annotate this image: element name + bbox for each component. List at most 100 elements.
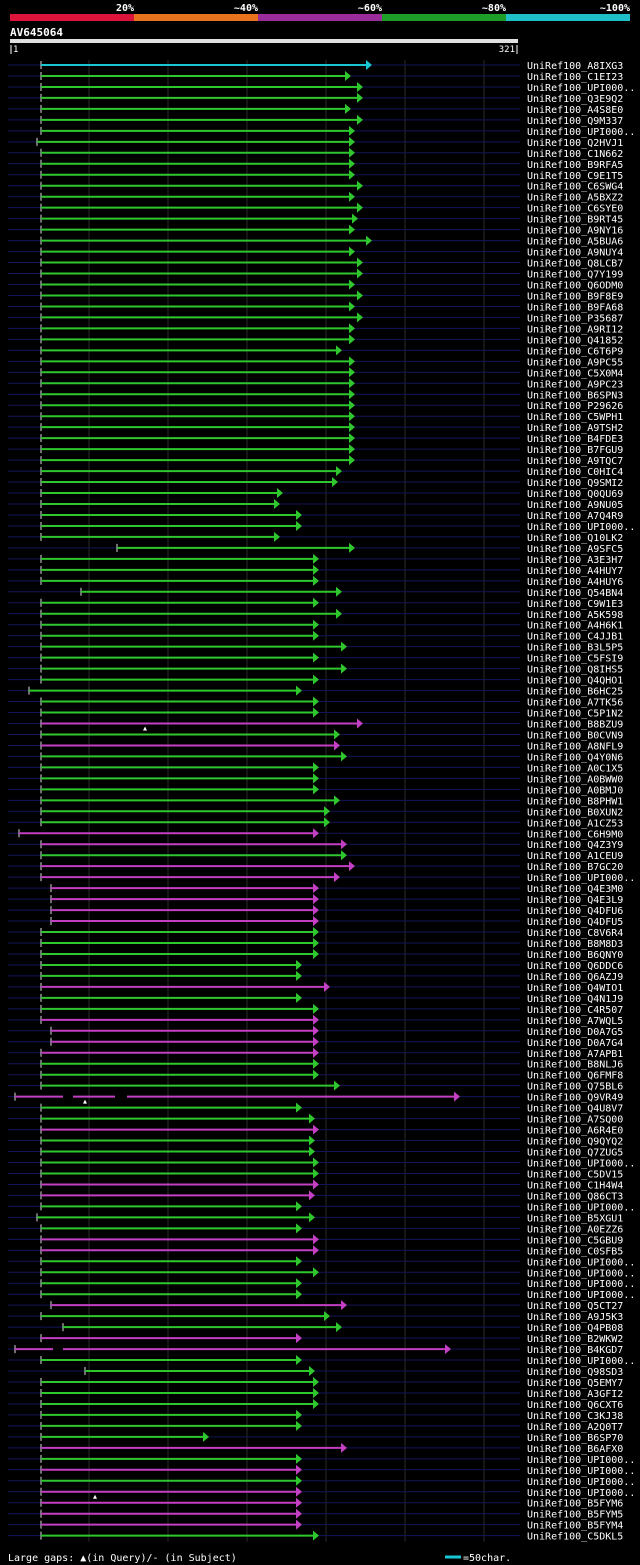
hit-label[interactable]: UniRef100_C0SFB5 bbox=[527, 1246, 623, 1257]
hit-label[interactable]: UniRef100_A4S8E0 bbox=[527, 105, 623, 116]
hit-row[interactable]: UniRef100_Q8IHS5 bbox=[8, 663, 623, 676]
hit-row[interactable]: UniRef100_B9RT45 bbox=[8, 213, 623, 226]
hit-row[interactable]: UniRef100_C1EI23 bbox=[8, 70, 623, 83]
hit-label[interactable]: UniRef100_Q2HVJ1 bbox=[527, 138, 623, 149]
hit-label[interactable]: UniRef100_UPI000.. bbox=[527, 1279, 635, 1290]
hit-row[interactable]: UniRef100_C4JJB1 bbox=[8, 630, 623, 643]
hit-label[interactable]: UniRef100_A0C1X5 bbox=[527, 763, 623, 774]
hit-label[interactable]: UniRef100_B6HC25 bbox=[527, 687, 623, 698]
hit-row[interactable]: UniRef100_C4R507 bbox=[8, 1003, 623, 1016]
hit-label[interactable]: UniRef100_A5BXZ2 bbox=[527, 193, 623, 204]
hit-label[interactable]: UniRef100_B0CVN9 bbox=[527, 730, 623, 741]
hit-label[interactable]: UniRef100_A9TQC7 bbox=[527, 456, 623, 467]
hit-row[interactable]: UniRef100_Q41852 bbox=[8, 334, 623, 346]
hit-row[interactable]: UniRef100_P35687 bbox=[8, 312, 623, 324]
hit-label[interactable]: UniRef100_B6AFX0 bbox=[527, 1444, 623, 1455]
hit-label[interactable]: UniRef100_UPI000.. bbox=[527, 1488, 635, 1499]
hit-label[interactable]: UniRef100_C3KJ38 bbox=[527, 1411, 623, 1422]
hit-row[interactable]: UniRef100_Q4Y0N6 bbox=[8, 751, 623, 763]
hit-label[interactable]: UniRef100_C9E1T5 bbox=[527, 171, 623, 182]
hit-row[interactable]: UniRef100_B9FA68 bbox=[8, 301, 623, 313]
hit-label[interactable]: UniRef100_Q9SMI2 bbox=[527, 478, 623, 489]
hit-label[interactable]: UniRef100_B8BZU9 bbox=[527, 720, 623, 731]
hit-label[interactable]: UniRef100_A9NY16 bbox=[527, 226, 623, 237]
hit-label[interactable]: UniRef100_A9PC23 bbox=[527, 379, 623, 390]
hit-label[interactable]: UniRef100_Q9M337 bbox=[527, 116, 623, 127]
hit-row[interactable]: UniRef100_C6T6P9 bbox=[8, 345, 623, 357]
hit-label[interactable]: UniRef100_A4HUY6 bbox=[527, 577, 623, 588]
hit-label[interactable]: UniRef100_Q4DFU5 bbox=[527, 917, 623, 928]
hit-label[interactable]: UniRef100_B4FDE3 bbox=[527, 434, 623, 445]
hit-row[interactable]: UniRef100_Q5EMY7 bbox=[8, 1377, 623, 1389]
hit-row[interactable]: UniRef100_A4HUY6 bbox=[8, 575, 623, 588]
hit-row[interactable]: UniRef100_A9J5K3 bbox=[8, 1311, 623, 1323]
hit-row[interactable]: UniRef100_Q7Y199 bbox=[8, 268, 623, 281]
hit-row[interactable]: UniRef100_UPI000.. bbox=[8, 872, 635, 884]
hit-row[interactable]: UniRef100_B7GC20 bbox=[8, 861, 623, 873]
hit-row[interactable]: UniRef100_UPI000.. bbox=[8, 1486, 635, 1499]
hit-row[interactable]: UniRef100_B6SPN3 bbox=[8, 389, 623, 401]
hit-label[interactable]: UniRef100_UPI000.. bbox=[527, 1159, 635, 1170]
hit-label[interactable]: UniRef100_A8IXG3 bbox=[527, 61, 623, 72]
hit-row[interactable]: UniRef100_A9NU05 bbox=[8, 499, 623, 511]
hit-label[interactable]: UniRef100_A7WQL5 bbox=[527, 1016, 623, 1027]
hit-row[interactable]: UniRef100_C5DV15 bbox=[8, 1168, 623, 1180]
hit-label[interactable]: UniRef100_UPI000.. bbox=[527, 1268, 635, 1279]
hit-row[interactable]: UniRef100_Q6DDC6 bbox=[8, 959, 623, 972]
hit-label[interactable]: UniRef100_A4H6K1 bbox=[527, 621, 623, 632]
hit-row[interactable]: UniRef100_UPI000.. bbox=[8, 1157, 635, 1170]
hit-label[interactable]: UniRef100_C9W1E3 bbox=[527, 599, 623, 610]
hit-row[interactable]: UniRef100_C5WPH1 bbox=[8, 411, 623, 423]
hit-label[interactable]: UniRef100_A9TSH2 bbox=[527, 423, 623, 434]
hit-label[interactable]: UniRef100_UPI000.. bbox=[527, 1466, 635, 1477]
hit-row[interactable]: UniRef100_B9F8E9 bbox=[8, 290, 623, 302]
hit-row[interactable]: UniRef100_B7FGU9 bbox=[8, 444, 623, 456]
hit-row[interactable]: UniRef100_A0C1X5 bbox=[8, 762, 623, 774]
hit-label[interactable]: UniRef100_UPI000.. bbox=[527, 1455, 635, 1466]
hit-label[interactable]: UniRef100_C8V6R4 bbox=[527, 928, 623, 939]
hit-label[interactable]: UniRef100_A3E3H7 bbox=[527, 555, 623, 566]
hit-label[interactable]: UniRef100_A1CZ53 bbox=[527, 818, 623, 829]
hit-label[interactable]: UniRef100_Q4E3L9 bbox=[527, 895, 623, 906]
hit-row[interactable]: UniRef100_B5FYM5 bbox=[8, 1508, 623, 1521]
hit-label[interactable]: UniRef100_A7TK56 bbox=[527, 698, 623, 709]
hit-label[interactable]: UniRef100_A2Q0T7 bbox=[527, 1422, 623, 1433]
hit-label[interactable]: UniRef100_A0BMJ0 bbox=[527, 785, 623, 796]
hit-label[interactable]: UniRef100_Q8IHS5 bbox=[527, 665, 623, 676]
hit-label[interactable]: UniRef100_A9PC55 bbox=[527, 357, 623, 368]
hit-row[interactable]: UniRef100_Q2HVJ1 bbox=[8, 136, 623, 149]
hit-row[interactable]: UniRef100_A4S8E0 bbox=[8, 103, 623, 116]
hit-label[interactable]: UniRef100_C5DV15 bbox=[527, 1169, 623, 1180]
hit-label[interactable]: UniRef100_UPI000.. bbox=[527, 1257, 635, 1268]
hit-label[interactable]: UniRef100_A6R4E0 bbox=[527, 1126, 623, 1137]
hit-row[interactable]: UniRef100_A4HUY7 bbox=[8, 564, 623, 577]
hit-label[interactable]: UniRef100_UPI000.. bbox=[527, 873, 635, 884]
hit-row[interactable]: UniRef100_A9PC55 bbox=[8, 356, 623, 368]
hit-row[interactable]: UniRef100_C6SYE0 bbox=[8, 202, 623, 215]
hit-row[interactable]: UniRef100_UPI000.. bbox=[8, 520, 635, 533]
hit-label[interactable]: UniRef100_Q4N1J9 bbox=[527, 994, 623, 1005]
hit-label[interactable]: UniRef100_C5X0M4 bbox=[527, 368, 623, 379]
hit-label[interactable]: UniRef100_A1CEU9 bbox=[527, 851, 623, 862]
hit-row[interactable]: UniRef100_C0HIC4 bbox=[8, 466, 623, 478]
hit-label[interactable]: UniRef100_B4KGD7 bbox=[527, 1345, 623, 1356]
hit-row[interactable]: UniRef100_UPI000.. bbox=[8, 1453, 635, 1466]
hit-label[interactable]: UniRef100_B9RFA5 bbox=[527, 160, 623, 171]
hit-row[interactable]: UniRef100_A3GFI2 bbox=[8, 1387, 623, 1400]
hit-label[interactable]: UniRef100_UPI000.. bbox=[527, 1477, 635, 1488]
hit-row[interactable]: UniRef100_A9NUY4 bbox=[8, 246, 623, 259]
hit-label[interactable]: UniRef100_C5DKL5 bbox=[527, 1532, 623, 1543]
hit-row[interactable]: UniRef100_Q0QU69 bbox=[8, 488, 623, 500]
hit-row[interactable]: UniRef100_A9NY16 bbox=[8, 224, 623, 237]
hit-row[interactable]: UniRef100_A0BWW0 bbox=[8, 773, 623, 785]
hit-label[interactable]: UniRef100_Q9VR49 bbox=[527, 1093, 623, 1104]
hit-row[interactable]: UniRef100_B6QNY0 bbox=[8, 948, 623, 961]
hit-row[interactable]: UniRef100_UPI000.. bbox=[8, 1201, 635, 1213]
hit-row[interactable]: UniRef100_C0SFB5 bbox=[8, 1245, 623, 1257]
hit-label[interactable]: UniRef100_Q75BL6 bbox=[527, 1082, 623, 1093]
hit-label[interactable]: UniRef100_Q6AZJ9 bbox=[527, 972, 623, 983]
hit-label[interactable]: UniRef100_C4JJB1 bbox=[527, 632, 623, 643]
hit-label[interactable]: UniRef100_A0EZZ6 bbox=[527, 1224, 623, 1235]
hit-label[interactable]: UniRef100_B7GC20 bbox=[527, 862, 623, 873]
hit-label[interactable]: UniRef100_D0A7G4 bbox=[527, 1038, 623, 1049]
